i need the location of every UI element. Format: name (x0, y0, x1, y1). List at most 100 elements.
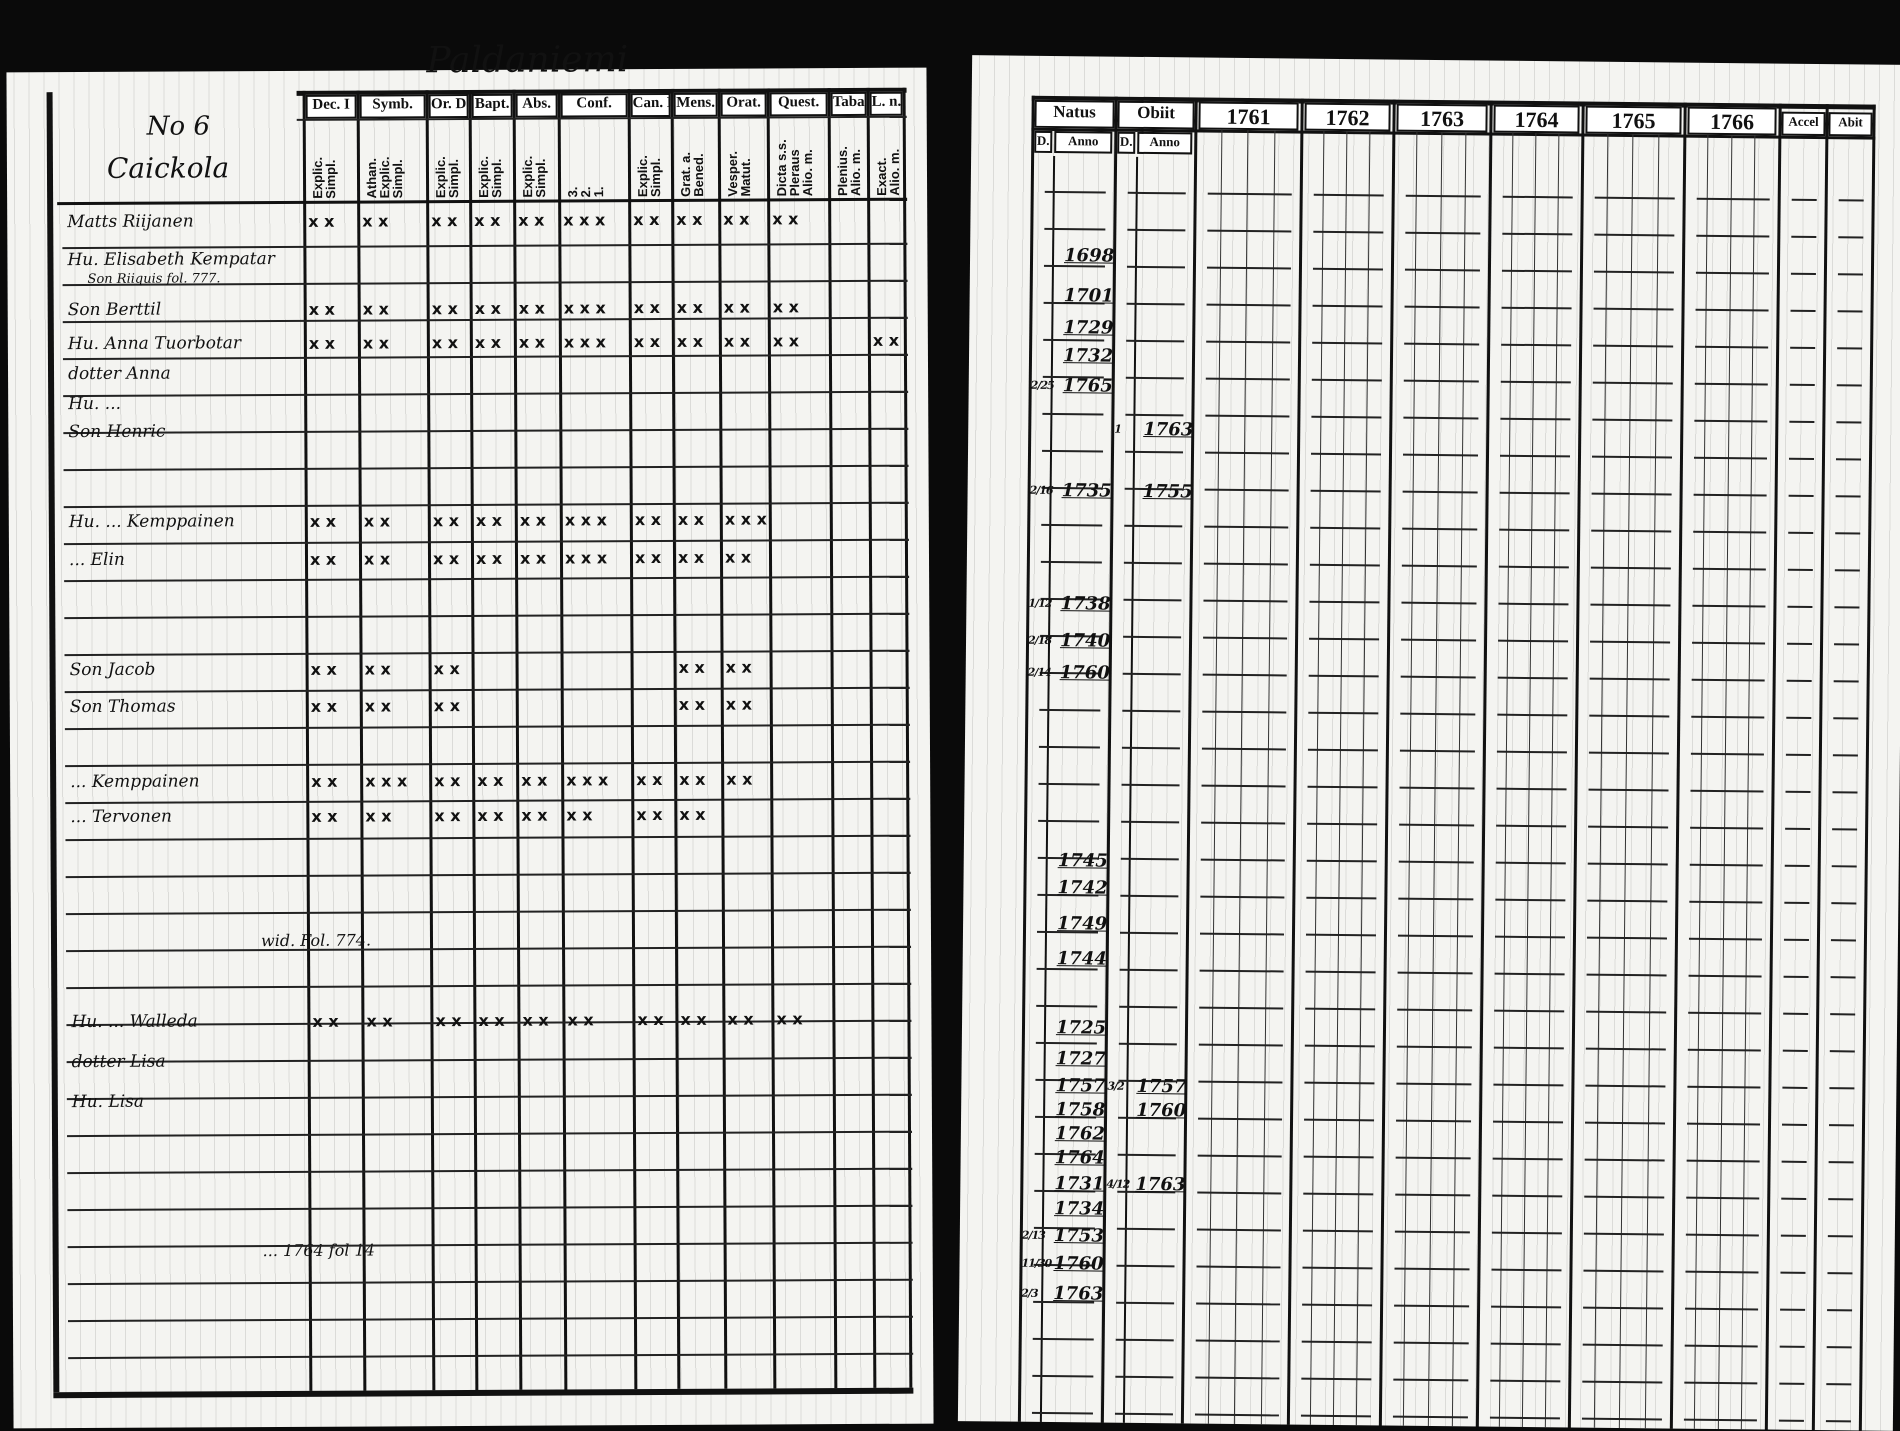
ruled-dash (1398, 897, 1474, 901)
catechism-mark: x x (310, 696, 338, 716)
person-name: ... Elin (68, 549, 125, 571)
column-header: Can. D (630, 92, 671, 118)
ruled-dash (1830, 976, 1856, 979)
ruled-dash (1693, 493, 1767, 497)
column-subheader: Vesper. Matut. (725, 151, 754, 197)
ruled-dash (1829, 1050, 1855, 1053)
birth-year: 1758 (1055, 1099, 1106, 1121)
birth-year: 1735 (1061, 480, 1112, 502)
ruled-dash (1829, 1124, 1855, 1127)
catechism-mark: x x (518, 332, 546, 352)
catechism-mark: x x (308, 299, 335, 319)
ruled-dash (1300, 1414, 1371, 1418)
catechism-mark: x x (433, 696, 461, 716)
column-divider (1475, 100, 1493, 1427)
ruled-line (63, 390, 909, 398)
ruled-dash (1305, 1007, 1376, 1011)
catechism-mark: x x (637, 1009, 664, 1030)
remark-widow: wid. Fol. 774. (260, 930, 372, 951)
catechism-mark: x x (566, 805, 593, 825)
register-grid-right (972, 55, 1900, 65)
ruled-dash (1690, 752, 1764, 756)
ruled-line (65, 797, 911, 805)
ruled-line (65, 760, 911, 768)
ruled-dash (1780, 1308, 1806, 1311)
ruled-dash (1830, 1013, 1856, 1016)
birth-year: 1725 (1055, 1017, 1107, 1039)
ruled-dash (1498, 565, 1569, 569)
birth-day: 2/16 (1029, 483, 1053, 498)
ruled-line (65, 871, 911, 879)
column-header: Abs. (515, 93, 558, 118)
ruled-dash (1834, 569, 1860, 572)
catechism-mark: x x (676, 297, 703, 317)
death-year: 1763 (1135, 1173, 1186, 1196)
ruled-dash (1497, 713, 1568, 717)
ruled-dash (1684, 1381, 1758, 1385)
ruled-dash (1491, 1231, 1562, 1235)
ruled-dash (1784, 864, 1810, 867)
catechism-mark: x x (518, 210, 545, 230)
catechism-mark: x x (678, 694, 706, 714)
birth-year: 1738 (1060, 593, 1111, 615)
ruled-dash (1500, 380, 1571, 384)
year-header: 1766 (1687, 106, 1777, 136)
abit-header: Abit (1828, 112, 1873, 137)
ruled-dash (1696, 197, 1770, 201)
ruled-dash (1495, 898, 1566, 902)
ruled-dash (1831, 902, 1857, 905)
ruled-dash (1494, 972, 1565, 976)
year-header: 1764 (1493, 104, 1580, 134)
natus-day-header: D. (1034, 130, 1053, 153)
column-divider (827, 88, 838, 1389)
ruled-line (64, 686, 910, 694)
ruled-dash (1694, 419, 1768, 423)
column-header: Conf. (560, 93, 628, 118)
ruled-dash (1686, 1159, 1760, 1163)
catechism-mark: x x (310, 659, 337, 679)
ruled-dash (1786, 716, 1812, 719)
ruled-dash (1689, 900, 1763, 904)
column-header: Symb. (359, 94, 426, 119)
column-divider (670, 88, 681, 1389)
ruled-dash (1307, 822, 1378, 826)
column-header: Mens. (673, 92, 718, 117)
ruled-dash (1396, 1119, 1472, 1123)
catechism-mark: x x (434, 806, 461, 826)
ruled-dash (1789, 420, 1815, 423)
ruled-dash (1498, 602, 1569, 606)
ruled-line (65, 834, 911, 842)
natus-header: Natus (1034, 99, 1115, 129)
ruled-line (63, 427, 909, 435)
ruled-dash (1310, 526, 1381, 530)
ruled-dash (1683, 1418, 1757, 1422)
ruled-line (66, 945, 912, 953)
ruled-dash (1790, 272, 1816, 275)
catechism-mark: x x (519, 548, 547, 568)
ruled-dash (1499, 491, 1570, 495)
catechism-mark: x x (309, 511, 337, 531)
ruled-dash (1687, 1122, 1761, 1126)
catechism-mark: x x x (724, 509, 767, 529)
ruled-dash (1493, 1046, 1564, 1050)
column-divider (1286, 98, 1304, 1425)
column-subheader: Dicta s.s. Pleraus Alio. m. (774, 139, 816, 197)
ruled-dash (1496, 750, 1567, 754)
ruled-dash (1311, 378, 1382, 382)
birth-year: 1740 (1059, 630, 1111, 652)
ruled-dash (1303, 1192, 1374, 1196)
ruled-dash (1827, 1235, 1853, 1238)
catechism-mark: x x (431, 211, 458, 231)
ruled-dash (1788, 457, 1815, 460)
catechism-mark: x x (723, 209, 750, 229)
catechism-mark: x x (723, 297, 750, 317)
ruled-dash (1396, 1082, 1472, 1086)
column-divider (1669, 102, 1687, 1429)
ruled-dash (1400, 712, 1476, 716)
ruled-dash (1692, 567, 1766, 571)
ruled-dash (1778, 1419, 1804, 1422)
ruled-dash (1788, 494, 1814, 497)
ruled-line (64, 649, 910, 657)
ruled-dash (1785, 753, 1811, 756)
ruled-dash (1308, 674, 1379, 678)
